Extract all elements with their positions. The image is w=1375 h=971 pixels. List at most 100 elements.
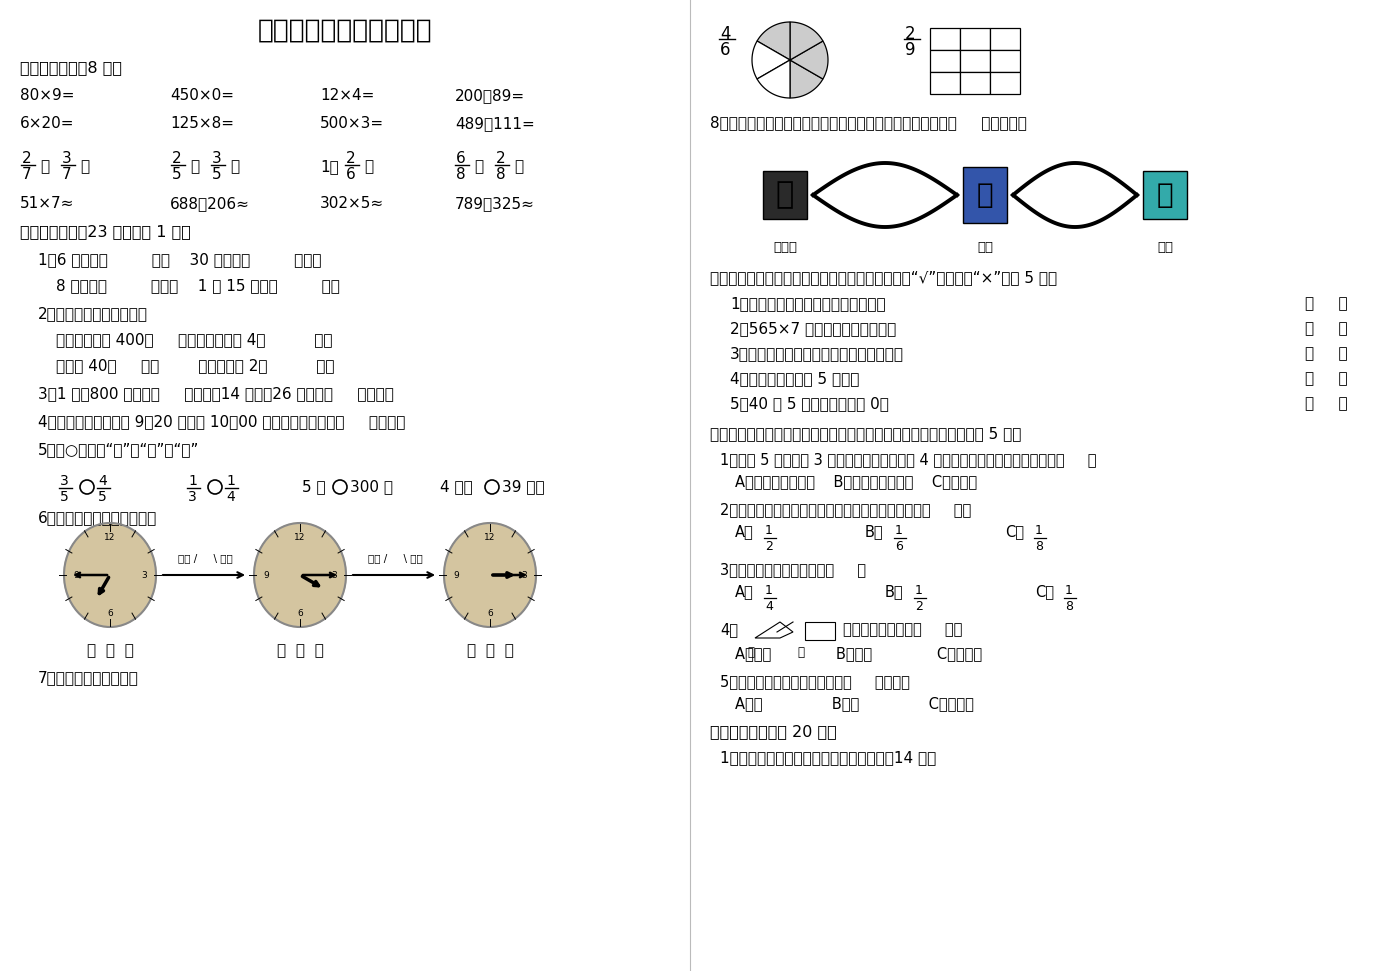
Bar	[962, 167, 1006, 223]
Text: 甲、乙两图的周长（     ）。: 甲、乙两图的周长（ ）。	[843, 622, 962, 637]
Text: 200＋89=: 200＋89=	[455, 88, 525, 103]
Text: 302×5≈: 302×5≈	[320, 196, 384, 211]
Text: 8 厘米＝（         ）毫米    1 分 15 秒＝（         ）秒: 8 厘米＝（ ）毫米 1 分 15 秒＝（ ）秒	[56, 278, 340, 293]
Text: 4．一辆大卡车载重 5 千克。: 4．一辆大卡车载重 5 千克。	[730, 371, 859, 386]
Bar	[960, 72, 990, 94]
Text: 9: 9	[263, 571, 270, 580]
Text: 1: 1	[1066, 584, 1072, 597]
Text: 51×7≈: 51×7≈	[21, 196, 74, 211]
Ellipse shape	[254, 523, 346, 627]
Text: 6: 6	[107, 609, 113, 618]
Text: 学校跑道长约 400（     ）；大象体重约 4（          ）；: 学校跑道长约 400（ ）；大象体重约 4（ ）；	[56, 332, 333, 347]
Bar	[804, 622, 835, 640]
Text: 学校: 学校	[1156, 241, 1173, 254]
Text: 4 分米: 4 分米	[440, 479, 473, 494]
Text: 7: 7	[62, 167, 72, 182]
Polygon shape	[758, 22, 791, 60]
Text: 一、口算题。（8 分）: 一、口算题。（8 分）	[21, 60, 122, 75]
Text: （     ）: （ ）	[1305, 321, 1348, 336]
Text: 12: 12	[484, 532, 495, 542]
Text: 8．小明每天上学要经过邮局到学校，如下图，小明上学有（     ）种走法。: 8．小明每天上学要经过邮局到学校，如下图，小明上学有（ ）种走法。	[710, 115, 1027, 130]
Text: 1．、长 5 厘米，宽 3 厘米的长方形与边长为 4 厘米的正方形，两个图形的周长（     ）: 1．、长 5 厘米，宽 3 厘米的长方形与边长为 4 厘米的正方形，两个图形的周…	[720, 452, 1096, 467]
Bar	[990, 50, 1020, 72]
Text: 4．: 4．	[720, 622, 738, 637]
Bar	[930, 28, 960, 50]
Bar	[930, 72, 960, 94]
Polygon shape	[791, 41, 828, 79]
Text: A、三               B、四               C、三或四: A、三 B、四 C、三或四	[736, 696, 973, 711]
Text: 39 厘米: 39 厘米	[502, 479, 544, 494]
Text: A、: A、	[736, 584, 754, 599]
Ellipse shape	[444, 523, 536, 627]
Text: 4: 4	[720, 25, 730, 43]
Text: B、: B、	[886, 584, 903, 599]
Text: 四、选择题。（请你选择一个正确的答案，将其序号填在括号里，共 5 分）: 四、选择题。（请你选择一个正确的答案，将其序号填在括号里，共 5 分）	[710, 426, 1022, 441]
Text: 4: 4	[98, 474, 107, 488]
Text: 3: 3	[60, 474, 69, 488]
Text: 7: 7	[22, 167, 32, 182]
Text: 经过 /     \ 分钟: 经过 / \ 分钟	[177, 553, 232, 563]
Text: C、: C、	[1005, 524, 1024, 539]
Text: 1．6 千米＝（         ）米    30 厘米＝（         ）分米: 1．6 千米＝（ ）米 30 厘米＝（ ）分米	[38, 252, 322, 267]
Polygon shape	[755, 622, 793, 638]
Text: 3．1 吵－800 千克＝（     ）千克；14 厘米＋26 厘米＝（     ）分米。: 3．1 吵－800 千克＝（ ）千克；14 厘米＋26 厘米＝（ ）分米。	[38, 386, 393, 401]
Text: 4: 4	[226, 490, 235, 504]
Text: 3: 3	[521, 571, 527, 580]
Text: 789－325≈: 789－325≈	[455, 196, 535, 211]
Text: 三、判断题。（下面的说法对吗？对的在括号里打“√”，错的打“×”，共 5 分）: 三、判断题。（下面的说法对吗？对的在括号里打“√”，错的打“×”，共 5 分）	[710, 270, 1057, 285]
Text: 三年级上册数学期末试卷: 三年级上册数学期末试卷	[257, 18, 432, 44]
Text: A、: A、	[736, 524, 754, 539]
Bar	[960, 28, 990, 50]
Text: 6: 6	[456, 151, 466, 166]
Text: 300 分: 300 分	[351, 479, 393, 494]
Text: 5．在○里填上“＞”、“＜”或“＝”: 5．在○里填上“＞”、“＜”或“＝”	[38, 442, 199, 457]
Text: 🏠: 🏠	[775, 181, 795, 210]
Text: 688＋206≈: 688＋206≈	[170, 196, 250, 211]
Text: 450×0=: 450×0=	[170, 88, 234, 103]
Polygon shape	[758, 60, 791, 98]
Text: 12: 12	[294, 532, 305, 542]
Text: 6: 6	[346, 167, 356, 182]
Text: 2．填上合适的单位名称。: 2．填上合适的单位名称。	[38, 306, 148, 321]
Text: 5: 5	[60, 490, 69, 504]
Polygon shape	[791, 22, 822, 60]
Text: 6: 6	[720, 41, 730, 59]
Text: 5: 5	[172, 167, 182, 182]
Text: 经过 /     \ 分钟: 经过 / \ 分钟	[367, 553, 422, 563]
Text: 125×8=: 125×8=	[170, 116, 234, 131]
Polygon shape	[791, 60, 822, 98]
Text: ＋: ＋	[40, 159, 49, 174]
Bar	[930, 50, 960, 72]
Text: 3．正方形的边长是周长的（     ）: 3．正方形的边长是周长的（ ）	[720, 562, 866, 577]
Text: 6: 6	[297, 609, 302, 618]
Text: 1: 1	[226, 474, 235, 488]
Text: （     ）: （ ）	[1305, 346, 1348, 361]
Bar	[960, 50, 990, 72]
Text: 1．四边形有四条直的边，有四个角。: 1．四边形有四条直的边，有四个角。	[730, 296, 886, 311]
Text: 4．《大风车》节目从 9：20 开始到 10：00 结束，播出时间为（     ）分钟。: 4．《大风车》节目从 9：20 开始到 10：00 结束，播出时间为（ ）分钟。	[38, 414, 406, 429]
Text: 1．用竖式计算下面各题（带🙂要验算）（14 分）: 1．用竖式计算下面各题（带🙂要验算）（14 分）	[720, 750, 936, 765]
Text: （  ：  ）: （ ： ）	[466, 643, 513, 658]
Text: 乙: 乙	[798, 646, 804, 659]
Text: A、长方形的周长长    B、正方形的周长长    C、一样长: A、长方形的周长长 B、正方形的周长长 C、一样长	[736, 474, 978, 489]
Text: ＝: ＝	[230, 159, 239, 174]
Text: 8: 8	[496, 167, 506, 182]
Text: B、: B、	[865, 524, 884, 539]
Text: 2: 2	[346, 151, 356, 166]
Text: 2: 2	[765, 540, 773, 553]
Text: A、甲长              B、乙长              C、一样长: A、甲长 B、乙长 C、一样长	[736, 646, 982, 661]
Text: 8: 8	[456, 167, 466, 182]
Text: ＋: ＋	[190, 159, 199, 174]
Text: 6．写出右边钟面上的时间。: 6．写出右边钟面上的时间。	[38, 510, 157, 525]
Text: 9: 9	[73, 571, 78, 580]
Text: 6: 6	[895, 540, 903, 553]
Text: 邮局: 邮局	[978, 241, 993, 254]
Text: 2: 2	[496, 151, 506, 166]
Text: 80×9=: 80×9=	[21, 88, 74, 103]
Text: 1: 1	[1035, 524, 1042, 537]
Bar	[990, 72, 1020, 94]
Text: 5: 5	[212, 167, 221, 182]
Text: 6×20=: 6×20=	[21, 116, 74, 131]
Text: （     ）: （ ）	[1305, 371, 1348, 386]
Text: 五、计算题。（共 20 分）: 五、计算题。（共 20 分）	[710, 724, 837, 739]
